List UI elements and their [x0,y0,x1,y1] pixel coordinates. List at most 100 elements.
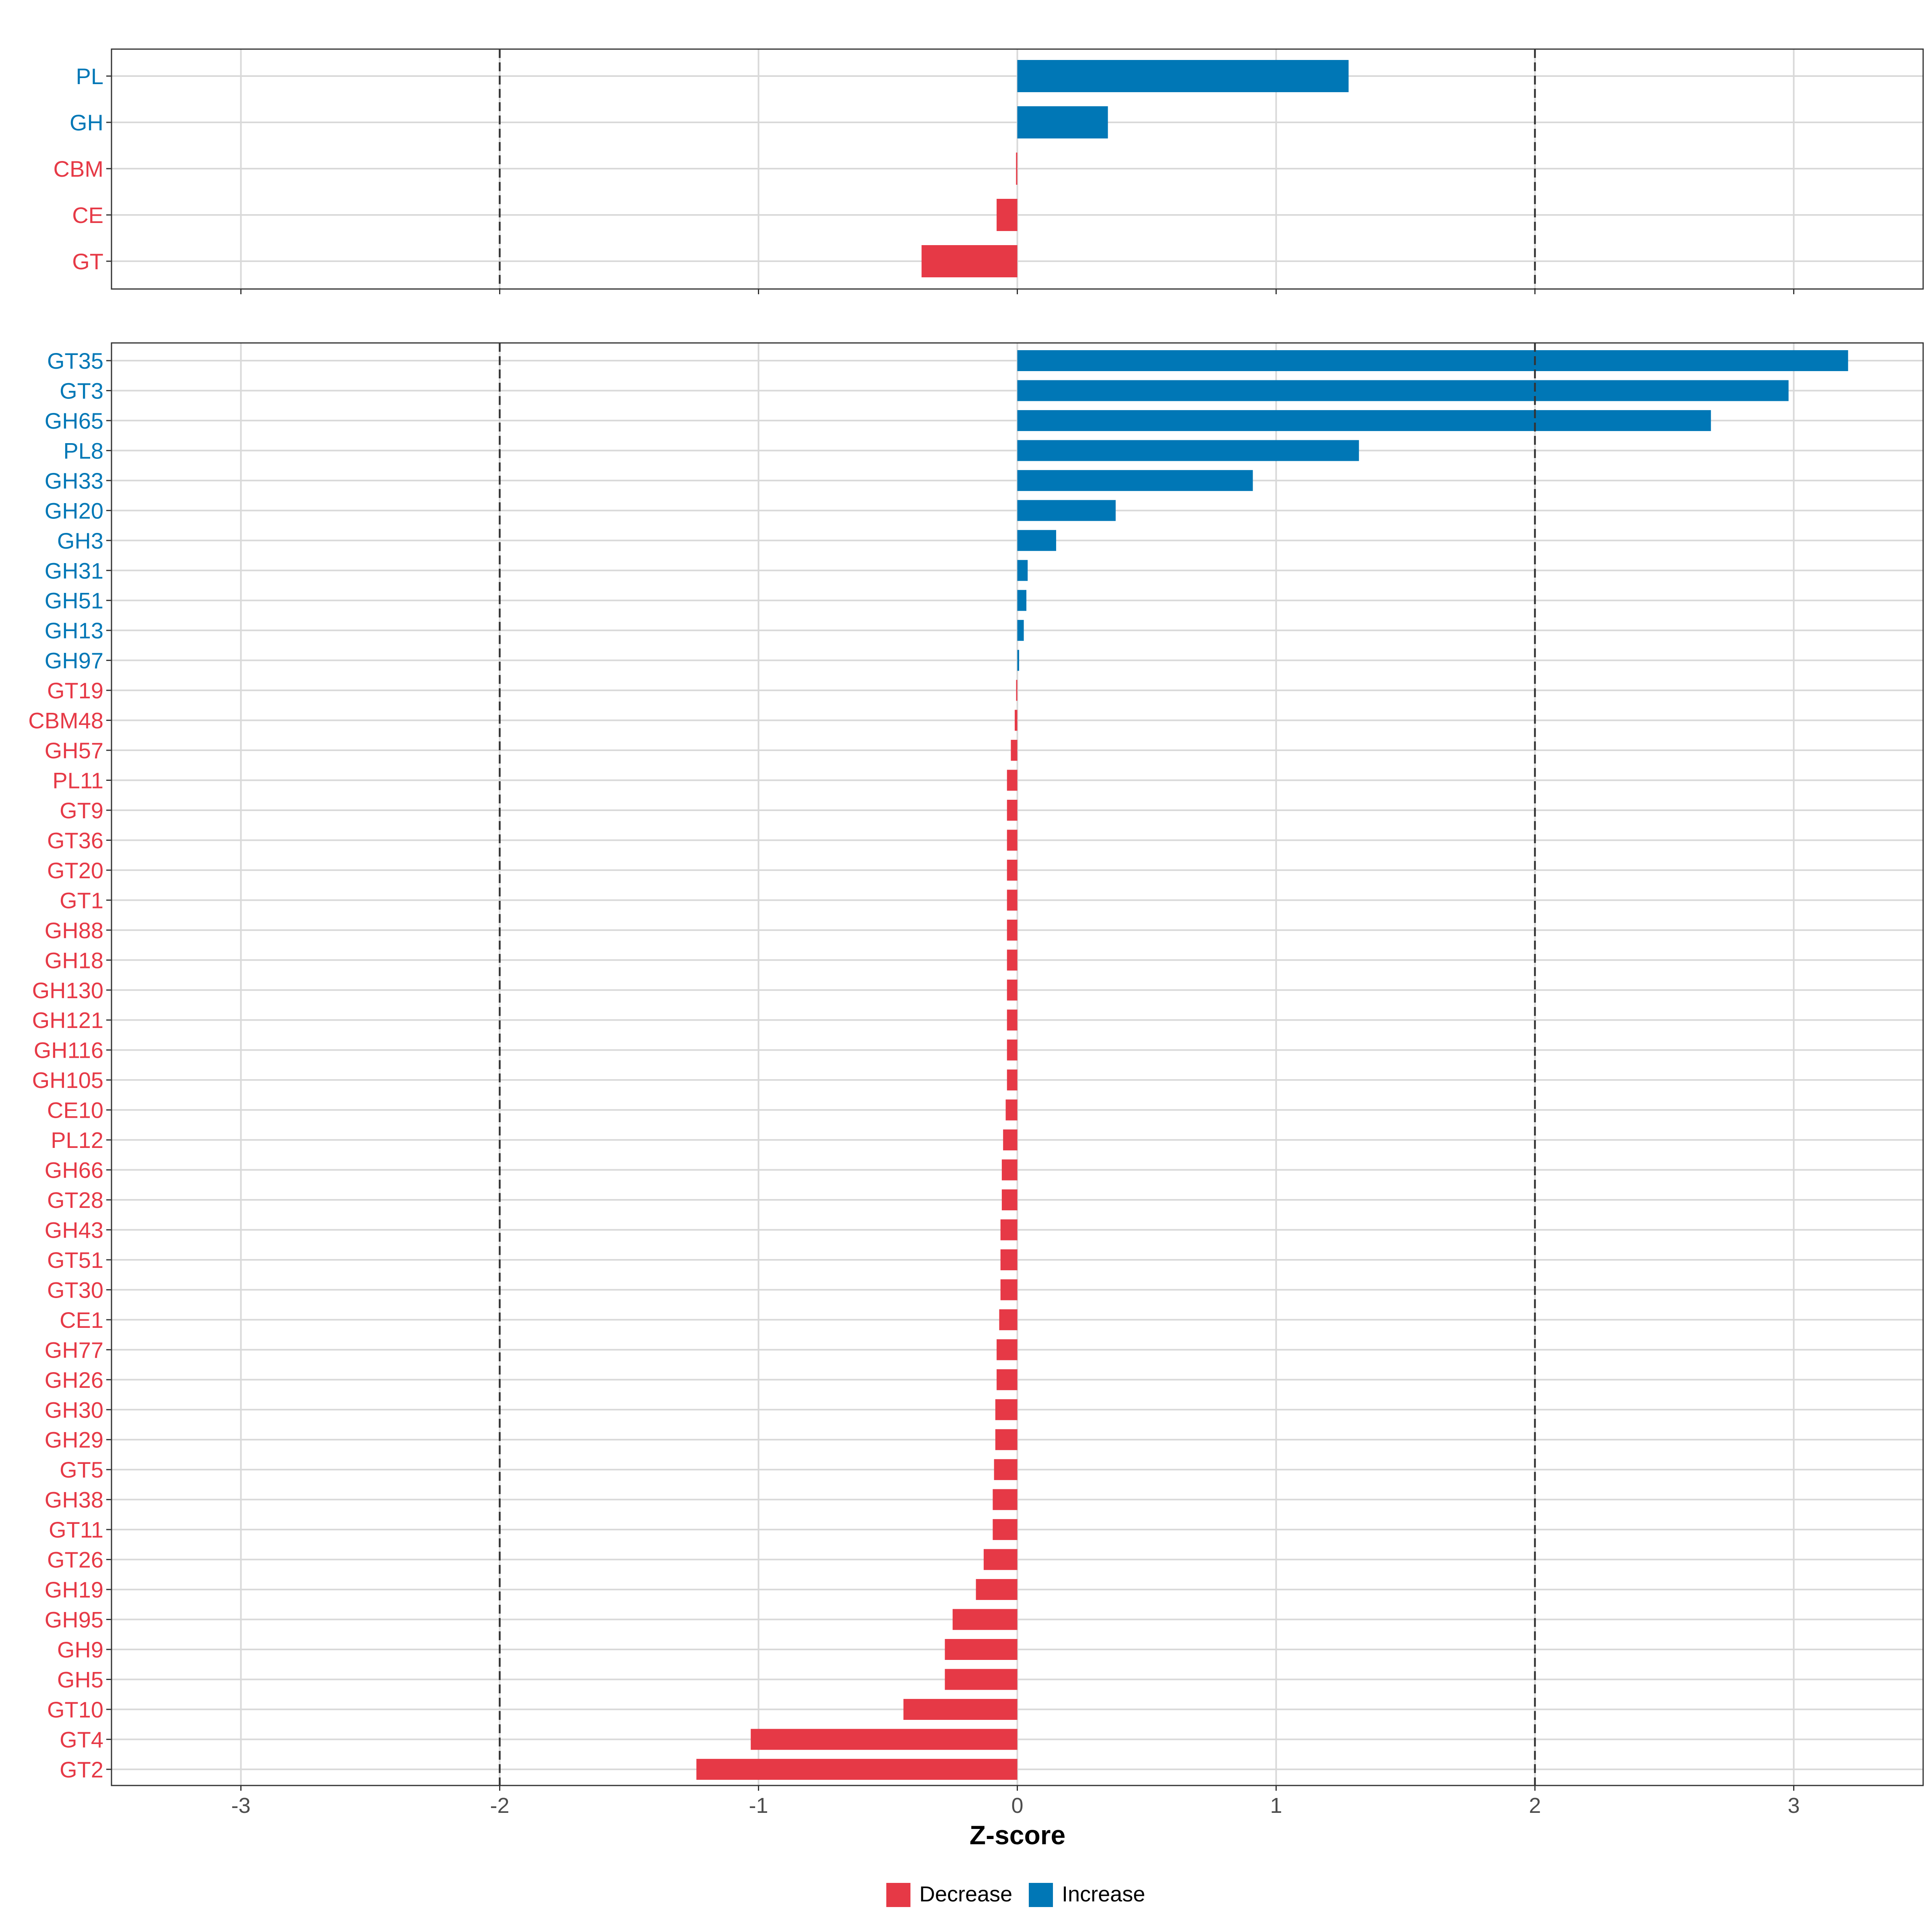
y-tick-label-gh121: GH121 [32,1007,103,1033]
y-tick-label-gt11: GT11 [49,1517,103,1542]
y-tick-label-gh95: GH95 [45,1607,103,1633]
bar-gh38 [993,1489,1018,1510]
y-tick-label-gh77: GH77 [45,1337,103,1362]
legend: Decrease Increase [886,1882,1145,1907]
y-tick-label-pl12: PL12 [51,1127,103,1153]
y-tick-label-gh19: GH19 [45,1577,103,1602]
bar-gt20 [1007,859,1018,881]
y-tick-label-cbm: CBM [54,156,103,182]
bar-ce10 [1005,1099,1018,1121]
y-tick-label-gt10: GT10 [47,1697,103,1722]
y-tick-label-gt28: GT28 [47,1187,103,1213]
y-tick-label-gh105: GH105 [32,1067,103,1093]
bar-pl11 [1007,770,1018,791]
top-panel: PL GH CBM CE GT [54,48,1924,294]
bar-gh65 [1017,410,1711,431]
y-tick-label-gh51: GH51 [45,588,103,613]
y-tick-label-gt35: GT35 [47,348,103,374]
x-tick-label: -3 [231,1794,250,1818]
y-tick-label-gh88: GH88 [45,918,103,943]
y-tick-label-gt: GT [72,249,103,274]
y-tick-label-gt30: GT30 [47,1277,103,1302]
bar-gt [921,245,1018,277]
bar-gh13 [1017,620,1024,641]
y-tick-label-gh13: GH13 [45,618,103,643]
bar-gh3 [1017,530,1056,551]
y-tick-label-gh3: GH3 [57,528,103,553]
bar-pl8 [1017,440,1359,461]
bar-cbm48 [1015,710,1018,731]
bar-gh121 [1007,1009,1018,1031]
y-tick-label-gh97: GH97 [45,648,103,673]
legend-key-increase [1029,1883,1053,1907]
y-tick-label-gh31: GH31 [45,558,103,583]
bar-gh105 [1007,1069,1018,1091]
y-tick-label-ce: CE [72,202,103,228]
bar-gt28 [1001,1189,1018,1211]
x-tick-label: -2 [490,1794,509,1818]
y-tick-label-gh5: GH5 [57,1667,103,1692]
bar-gh57 [1011,740,1018,761]
bar-gh5 [945,1669,1018,1690]
bar-gt5 [994,1459,1018,1480]
bottom-panel: GT35GT3GH65PL8GH33GH20GH3GH31GH51GH13GH9… [28,342,1924,1818]
x-axis-title: Z-score [970,1820,1065,1850]
y-tick-label-gh130: GH130 [32,978,103,1003]
y-tick-label-gt5: GT5 [60,1457,103,1482]
bar-gt35 [1017,350,1848,371]
bar-gh19 [976,1579,1018,1600]
x-tick-label: -1 [749,1794,768,1818]
bar-gh29 [995,1429,1018,1450]
y-tick-label-pl8: PL8 [63,438,103,463]
y-tick-label-ce10: CE10 [47,1098,103,1123]
y-tick-label-gh20: GH20 [45,498,103,523]
bar-gt30 [1000,1279,1018,1300]
bar-ce1 [999,1309,1018,1330]
y-tick-label-gh: GH [70,110,103,135]
bar-gh20 [1017,500,1116,521]
y-tick-label-gh116: GH116 [34,1038,103,1063]
y-tick-label-gh26: GH26 [45,1367,103,1393]
y-tick-label-gt2: GT2 [60,1757,103,1782]
x-tick-label: 0 [1011,1794,1023,1818]
bar-gt19 [1016,680,1018,701]
y-tick-label-ce1: CE1 [60,1307,103,1333]
y-tick-label-gh18: GH18 [45,947,103,973]
bar-gh9 [945,1639,1018,1660]
y-tick-label-gh57: GH57 [45,738,103,763]
y-tick-label-gh33: GH33 [45,468,103,493]
y-tick-label-cbm48: CBM48 [28,708,103,733]
bar-gh116 [1007,1039,1018,1061]
y-tick-label-gt36: GT36 [47,828,103,853]
bar-gh95 [952,1609,1018,1630]
bar-gt4 [751,1729,1018,1750]
bar-gt1 [1007,890,1018,911]
bar-gh30 [995,1399,1018,1420]
bar-gt9 [1007,799,1018,821]
bar-gh33 [1017,470,1253,491]
y-tick-label-gt51: GT51 [47,1247,103,1273]
bar-pl [1017,60,1349,92]
y-tick-label-gt19: GT19 [47,678,103,703]
bar-gh18 [1007,949,1018,971]
bar-gh77 [997,1339,1018,1360]
y-tick-label-gt20: GT20 [47,858,103,883]
bar-cbm [1016,153,1018,185]
bar-gh130 [1007,979,1018,1001]
bar-gt36 [1007,830,1018,851]
y-tick-label-gt26: GT26 [47,1547,103,1573]
y-tick-label-gh9: GH9 [57,1637,103,1662]
y-tick-label-gh43: GH43 [45,1217,103,1243]
bar-gt26 [983,1549,1018,1570]
y-tick-label-pl: PL [76,64,104,89]
x-tick-label: 2 [1529,1794,1541,1818]
y-tick-label-gh30: GH30 [45,1397,103,1422]
legend-label-decrease: Decrease [919,1882,1012,1906]
y-tick-label-pl11: PL11 [52,768,103,793]
bar-gt51 [1000,1249,1018,1270]
bar-gt11 [993,1519,1018,1540]
y-tick-label-gh66: GH66 [45,1158,103,1183]
y-tick-label-gh65: GH65 [45,408,103,433]
bar-gh43 [1000,1219,1018,1241]
